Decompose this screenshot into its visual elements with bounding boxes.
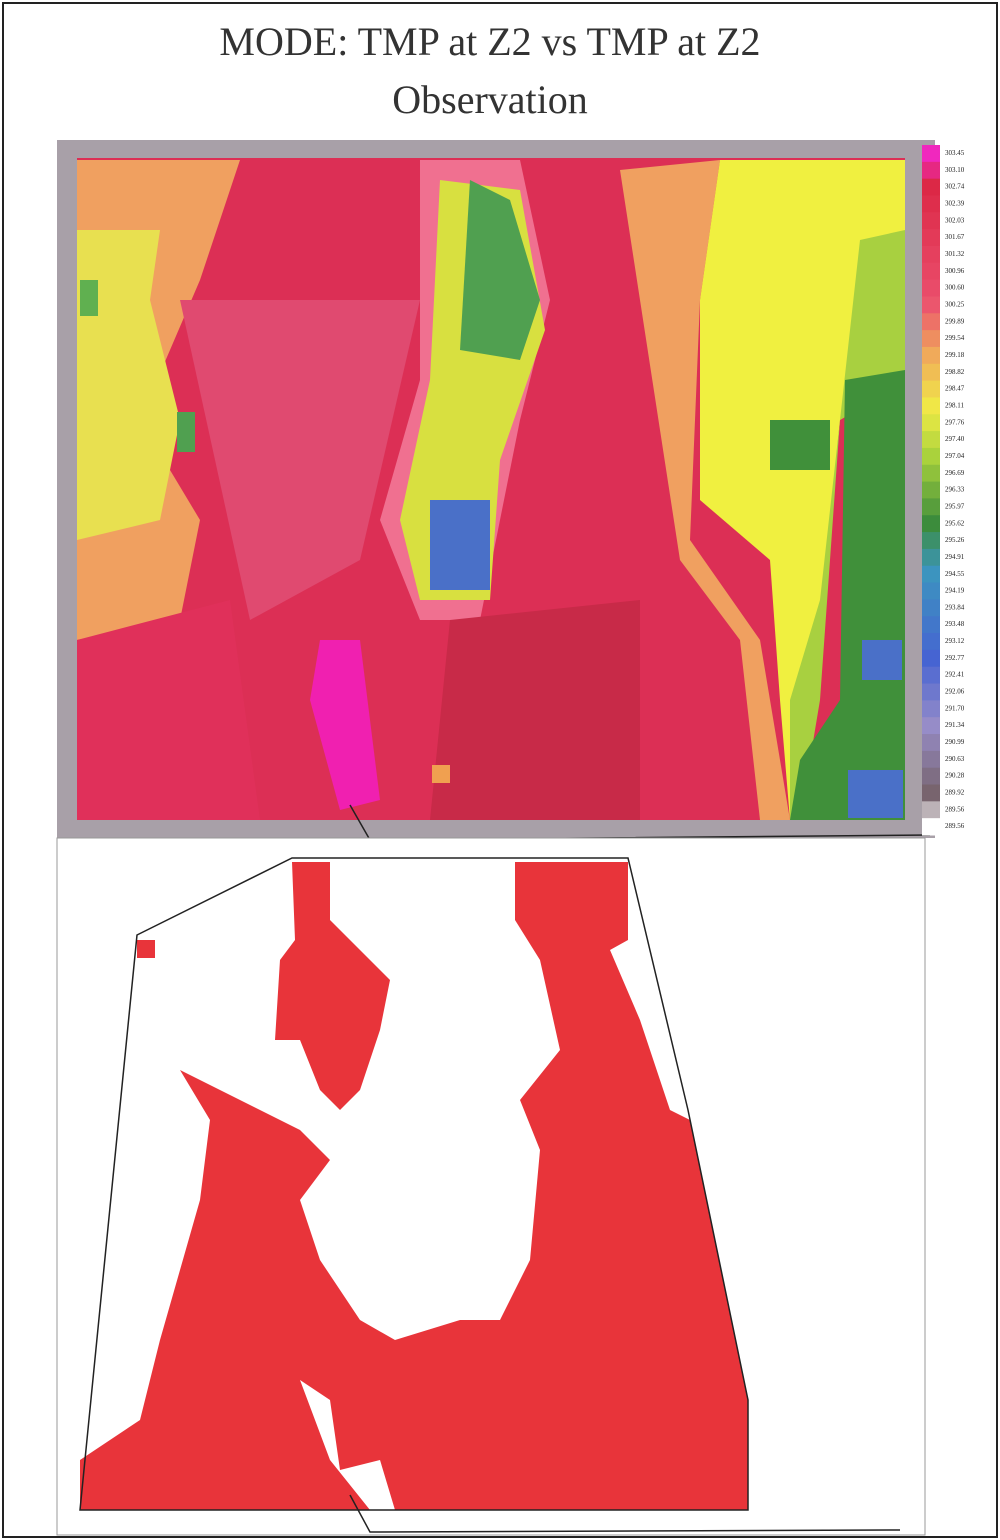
colorbar-swatch [922,279,940,297]
colorbar-swatch [922,346,940,365]
colorbar-swatch [922,734,940,752]
colorbar-label: 301.67 [945,233,965,241]
colorbar-label: 303.45 [945,149,965,157]
colorbar-label: 289.56 [945,805,965,813]
colorbar-swatch [922,565,940,584]
colorbar-label: 293.12 [945,637,965,645]
colorbar-swatch [922,666,940,685]
colorbar-swatch [922,414,940,432]
colorbar-label: 291.34 [945,721,965,729]
colorbar-swatch [922,296,940,314]
colorbar-swatch [922,548,940,567]
colorbar-swatch [922,515,940,533]
mask-panel [56,837,926,1536]
colorbar-label: 293.48 [945,620,965,628]
colorbar-swatch [922,245,940,264]
colorbar-swatch [922,532,940,550]
colorbar-swatch [922,431,940,449]
colorbar-label: 299.89 [945,317,965,325]
colorbar-label: 295.62 [945,519,965,527]
colorbar-label: 297.76 [945,418,965,426]
colorbar-label: 292.77 [945,654,965,662]
colorbar-swatch [922,161,940,180]
colorbar-label: 302.39 [945,200,965,208]
colorbar-swatch [922,649,940,668]
colorbar-swatch [922,750,940,769]
colorbar-label: 289.56 [945,822,965,830]
colorbar-swatch [922,616,940,634]
colorbar-label: 295.97 [945,502,965,510]
colorbar-swatch [922,498,940,516]
colorbar-swatch [922,397,940,415]
colorbar-label: 300.96 [945,267,965,275]
colorbar-swatch [922,784,940,802]
colorbar-label: 300.25 [945,300,965,308]
colorbar-label: 291.70 [945,704,965,712]
colorbar-label: 301.32 [945,250,965,258]
colorbar-swatch [922,464,940,483]
colorbar-swatch [922,481,940,499]
colorbar: 303.45 303.10 302.74 302.39 302.03 301.67 301.… [922,145,965,836]
colorbar-swatch [922,313,940,331]
colorbar-label: 295.26 [945,536,965,544]
colorbar-label: 290.63 [945,755,965,763]
colorbar-label: 296.69 [945,469,965,477]
colorbar-swatch [922,582,940,600]
colorbar-swatch [922,262,940,281]
colorbar-label: 290.28 [945,772,965,780]
colorbar-swatch [922,801,940,819]
colorbar-label: 299.54 [945,334,965,342]
colorbar-label: 300.60 [945,284,965,292]
colorbar-label: 289.92 [945,789,965,797]
colorbar-label: 296.33 [945,486,965,494]
colorbar-swatch [922,633,940,651]
colorbar-label: 298.11 [945,401,964,409]
heatmap [57,140,935,841]
colorbar-label: 302.03 [945,216,965,224]
colorbar-swatch [922,178,940,196]
colorbar-swatch [922,195,940,213]
colorbar-swatch [922,145,940,163]
colorbar-swatch [922,683,940,701]
colorbar-swatch [922,599,940,617]
colorbar-swatch [922,380,940,398]
colorbar-label: 294.55 [945,570,965,578]
colorbar-label: 290.99 [945,738,965,746]
colorbar-label: 298.82 [945,368,965,376]
colorbar-swatch [922,212,940,230]
colorbar-swatch [922,700,940,718]
colorbar-label: 297.04 [945,452,965,460]
colorbar-label: 294.19 [945,587,965,595]
colorbar-swatch [922,330,940,348]
colorbar-swatch [922,447,940,466]
colorbar-swatch [922,818,940,836]
colorbar-label: 292.41 [945,671,965,679]
colorbar-swatch [922,229,940,247]
colorbar-label: 292.06 [945,688,965,696]
colorbar-label: 303.10 [945,166,965,174]
colorbar-label: 299.18 [945,351,965,359]
colorbar-label: 298.47 [945,385,965,393]
colorbar-swatch [922,717,940,735]
colorbar-swatch [922,363,940,382]
colorbar-label: 302.74 [945,183,965,191]
colorbar-label: 297.40 [945,435,965,443]
title: MODE: TMP at Z2 vs TMP at Z2 [219,19,760,64]
subtitle: Observation [392,77,588,122]
colorbar-label: 294.91 [945,553,965,561]
colorbar-swatch [922,767,940,786]
colorbar-label: 293.84 [945,603,965,611]
